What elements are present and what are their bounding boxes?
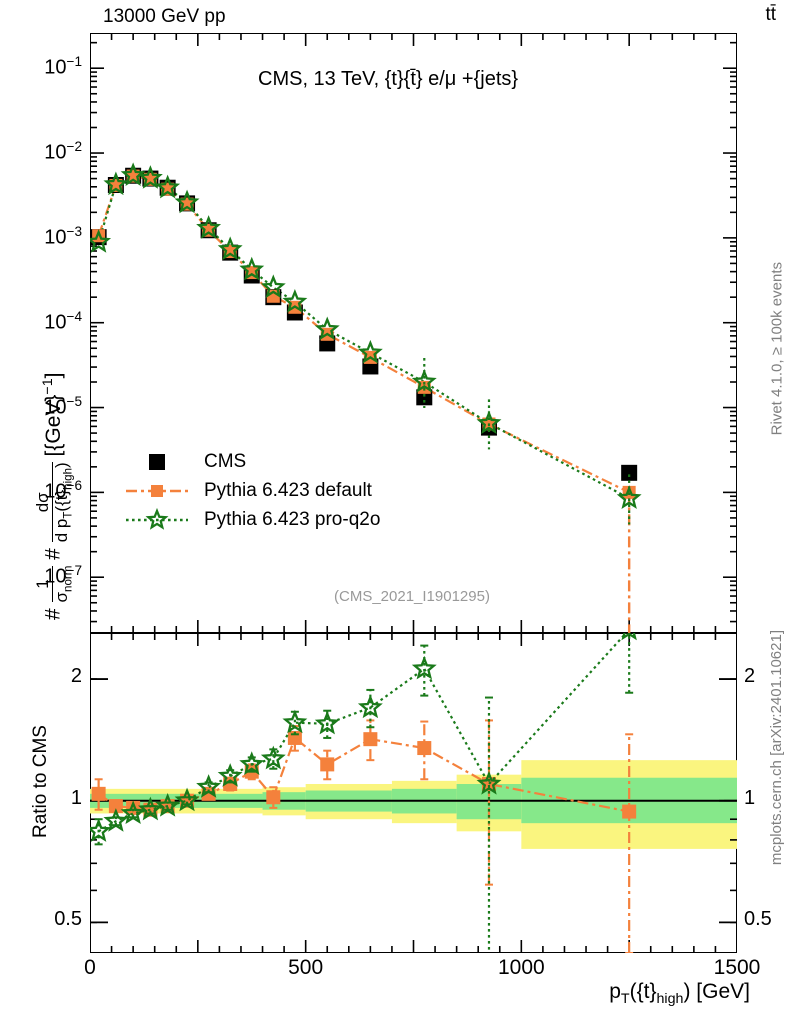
y-axis-tick-label: 10−1: [44, 54, 82, 79]
x-axis-tick-label: 0: [84, 956, 96, 979]
proq2o-marker: [411, 368, 437, 393]
ratio-proq2o-marker: [174, 787, 200, 812]
ratio-tick-label-right: 2: [744, 665, 756, 688]
rivet-version-label: Rivet 4.1.0, ≥ 100k events: [768, 262, 785, 436]
ratio-default-marker: [417, 741, 432, 756]
proq2o-marker: [90, 229, 112, 253]
y-axis-tick-label: 10−5: [44, 393, 82, 419]
proq2o-marker: [616, 485, 642, 509]
y-axis-tick-label: 10−7: [44, 563, 82, 588]
y-axis-tick-label: 10−6: [44, 478, 82, 504]
proq2o-marker: [174, 189, 200, 214]
legend-label: Pythia 6.423 pro-q2o: [204, 508, 381, 530]
proq2o-marker: [217, 236, 243, 261]
proq2o-marker: [239, 256, 265, 281]
ratio-proq2o-marker: [137, 796, 163, 821]
ratio-proq2o-marker: [314, 710, 340, 735]
y-axis-ratio-label: Ratio to CMS: [30, 725, 51, 838]
main-plot-canvas: [90, 33, 737, 633]
legend-marker: [151, 484, 163, 497]
proq2o-marker: [357, 339, 383, 364]
proq2o-marker: [282, 289, 308, 313]
default-marker: [143, 172, 157, 186]
ratio-proq2o-marker: [90, 818, 112, 842]
ratio-line-proq2o: [98, 633, 628, 833]
legend-marker: [145, 507, 169, 530]
y-axis-tick-label: 10−2: [44, 139, 82, 164]
proq2o-marker: [196, 215, 222, 239]
ratio-tick-label-left: 1: [70, 786, 82, 809]
header-right-label: tt̄: [765, 4, 776, 25]
ratio-default-marker: [223, 776, 238, 791]
proq2o-marker: [314, 316, 340, 341]
plot-title: CMS, 13 TeV, {t}{t̄} e/μ +{jets}: [258, 68, 519, 90]
ratio-proq2o-marker: [411, 655, 437, 680]
ratio-proq2o-marker: [155, 792, 181, 817]
ratio-default-marker: [266, 790, 281, 805]
default-marker: [161, 182, 175, 196]
ratio-default-marker: [126, 800, 141, 815]
legend-label: Pythia 6.423 default: [204, 479, 372, 501]
mcplots-source-label: mcplots.cern.ch [arXiv:2401.10621]: [768, 630, 785, 866]
ratio-tick-label-right: 0.5: [744, 908, 772, 931]
legend-item: Pythia 6.423 default: [126, 476, 380, 505]
ratio-default-marker: [363, 732, 378, 747]
legend-swatch-square-icon: [149, 453, 165, 470]
proq2o-marker: [155, 174, 181, 199]
ratio-tick-label-left: 0.5: [54, 908, 82, 931]
ratio-default-marker: [91, 786, 106, 801]
y-axis-tick-label: 10−4: [44, 308, 82, 334]
ratio-default-marker: [320, 757, 335, 772]
proq2o-marker: [476, 410, 502, 435]
legend-swatch-square-icon: [126, 484, 188, 497]
legend-marker: [149, 453, 165, 470]
proq2o-marker: [103, 171, 129, 196]
default-marker: [180, 197, 194, 211]
legend: CMS Pythia 6.423 default Pythia 6.423 pro-…: [126, 447, 380, 534]
ratio-proq2o-marker: [217, 763, 243, 787]
ratio-proq2o-marker: [357, 694, 383, 719]
main-line-default: [97, 174, 630, 494]
ratio-tick-label-left: 2: [70, 665, 82, 688]
proq2o-marker: [120, 162, 146, 186]
ratio-proq2o-marker: [282, 709, 308, 734]
analysis-id-watermark: (CMS_2021_I1901295): [334, 588, 490, 605]
x-axis-tick-label: 500: [288, 956, 324, 979]
ratio-default-marker: [622, 804, 637, 819]
y-axis-tick-label: 10−3: [44, 223, 82, 249]
legend-item: CMS: [126, 447, 380, 476]
proq2o-marker: [260, 274, 286, 299]
x-axis-label: pT({t}high) [GeV]: [609, 980, 750, 1008]
ratio-plot-canvas: [90, 633, 737, 953]
cms-data-marker: [621, 464, 638, 481]
legend-swatch-star-icon: [126, 507, 188, 530]
ratio-proq2o-marker: [120, 800, 146, 825]
legend-label: CMS: [204, 450, 247, 472]
ratio-proq2o-marker: [621, 633, 637, 641]
ratio-proq2o-marker: [239, 751, 265, 775]
header-left-label: 13000 GeV pp: [103, 6, 226, 27]
ratio-proq2o-marker: [103, 808, 129, 832]
ratio-proq2o-marker: [196, 774, 222, 798]
ratio-tick-label-right: 1: [744, 786, 756, 809]
x-axis-tick-label: 1000: [497, 956, 545, 979]
ratio-proq2o-marker: [260, 745, 286, 770]
ratio-proq2o-marker: [476, 770, 502, 795]
x-axis-tick-label: 1500: [713, 956, 761, 979]
legend-item: Pythia 6.423 pro-q2o: [126, 505, 380, 534]
ratio-default-marker: [108, 799, 123, 814]
proq2o-marker: [137, 165, 163, 189]
